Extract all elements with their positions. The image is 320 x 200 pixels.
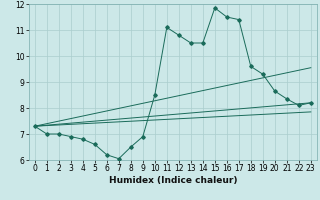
X-axis label: Humidex (Indice chaleur): Humidex (Indice chaleur): [108, 176, 237, 185]
